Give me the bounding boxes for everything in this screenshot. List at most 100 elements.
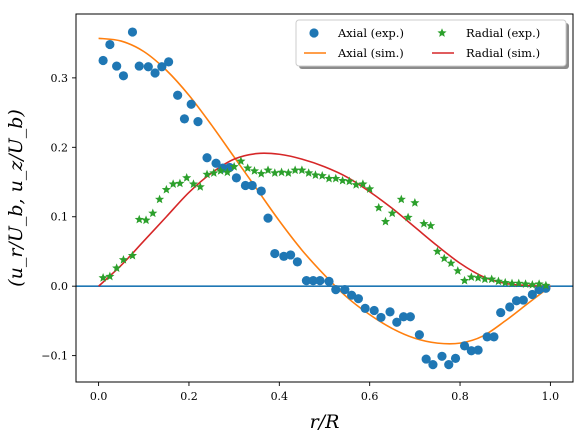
data-point-axial-exp <box>211 158 221 168</box>
data-point-radial-exp <box>141 215 151 225</box>
data-point-axial-exp <box>473 345 483 355</box>
data-point-radial-exp <box>446 258 456 268</box>
plot-frame <box>75 13 574 383</box>
data-point-axial-exp <box>286 250 296 260</box>
data-point-axial-exp <box>179 114 190 124</box>
data-point-radial-exp <box>534 279 544 288</box>
y-axis-title: (u_r/U_b, u_z/U_b) <box>5 109 27 287</box>
data-point-radial-exp <box>324 173 334 183</box>
y-tick-label: 0.0 <box>51 280 69 293</box>
data-point-radial-exp <box>175 178 185 188</box>
legend-label: Radial (sim.) <box>466 46 540 60</box>
data-point-radial-exp <box>338 175 348 185</box>
data-point-axial-exp <box>353 294 363 304</box>
data-point-axial-exp <box>186 99 196 109</box>
data-point-radial-exp <box>270 168 280 177</box>
data-point-radial-exp <box>387 208 397 218</box>
data-point-radial-exp <box>514 278 524 288</box>
data-point-radial-exp <box>148 208 158 218</box>
data-point-radial-exp <box>310 170 321 179</box>
data-point-axial-exp <box>340 285 350 295</box>
data-point-radial-exp <box>507 278 517 288</box>
data-point-radial-exp <box>216 166 226 175</box>
data-point-radial-exp <box>487 274 497 284</box>
data-point-axial-exp <box>518 295 528 305</box>
data-point-axial-exp <box>450 353 461 363</box>
data-layer <box>98 27 551 370</box>
data-point-axial-exp <box>527 289 537 300</box>
series-line-axial-sim <box>98 37 551 345</box>
data-point-radial-exp <box>500 277 510 287</box>
data-point-axial-exp <box>98 55 108 66</box>
data-point-axial-exp <box>173 90 183 100</box>
x-tick-label: 0.6 <box>361 390 379 403</box>
data-point-axial-exp <box>164 57 174 67</box>
data-point-radial-exp <box>249 166 260 175</box>
data-point-axial-exp <box>331 285 341 295</box>
data-point-radial-exp <box>520 279 531 288</box>
data-point-radial-exp <box>460 275 470 285</box>
data-point-radial-exp <box>134 214 144 224</box>
x-tick-label: 1.0 <box>542 390 560 403</box>
legend-label: Radial (exp.) <box>466 26 540 40</box>
data-point-axial-exp <box>324 276 334 286</box>
data-point-radial-exp <box>432 246 443 256</box>
axis-labels: r/R (u_r/U_b, u_z/U_b) <box>5 109 339 433</box>
legend-label: Axial (exp.) <box>337 26 404 40</box>
data-point-axial-exp <box>247 180 257 191</box>
data-point-axial-exp <box>489 332 499 342</box>
data-point-axial-exp <box>134 61 144 71</box>
data-point-axial-exp <box>150 68 160 78</box>
data-point-axial-exp <box>112 61 122 71</box>
data-point-axial-exp <box>143 62 153 72</box>
data-point-radial-exp <box>365 184 375 193</box>
data-point-radial-exp <box>466 272 476 282</box>
x-tick-label: 0.4 <box>271 390 289 403</box>
data-point-axial-exp <box>105 39 115 50</box>
x-tick-label: 0.0 <box>90 390 108 403</box>
data-point-axial-exp <box>202 153 212 163</box>
data-point-axial-exp <box>405 312 415 322</box>
data-point-axial-exp <box>193 117 203 127</box>
data-point-radial-exp <box>527 279 537 289</box>
data-point-axial-exp <box>263 213 273 223</box>
data-point-axial-exp <box>541 283 551 293</box>
legend-marker-star <box>437 28 447 37</box>
data-point-radial-exp <box>222 167 232 177</box>
data-point-axial-exp <box>157 62 167 72</box>
data-point-axial-exp <box>482 332 492 342</box>
data-point-radial-exp <box>396 194 406 204</box>
data-point-radial-exp <box>541 280 551 290</box>
data-point-radial-exp <box>410 198 420 207</box>
data-point-radial-exp <box>195 182 205 191</box>
data-point-radial-exp <box>317 170 327 180</box>
data-point-axial-exp <box>428 360 438 370</box>
data-point-axial-exp <box>347 290 357 300</box>
data-point-radial-exp <box>331 173 341 183</box>
data-point-radial-exp <box>493 276 504 286</box>
data-point-radial-exp <box>480 274 490 284</box>
data-point-axial-exp <box>315 276 325 286</box>
data-point-axial-exp <box>466 346 476 356</box>
data-point-radial-exp <box>290 165 300 175</box>
data-point-radial-exp <box>118 255 129 264</box>
data-point-axial-exp <box>231 173 241 183</box>
data-point-radial-exp <box>209 168 219 177</box>
data-point-axial-exp <box>369 305 379 316</box>
data-point-radial-exp <box>358 179 368 188</box>
data-point-radial-exp <box>188 179 199 188</box>
data-point-axial-exp <box>301 276 312 286</box>
data-point-axial-exp <box>398 312 409 322</box>
data-point-radial-exp <box>229 161 239 171</box>
data-point-axial-exp <box>270 248 280 259</box>
data-point-axial-exp <box>496 307 506 318</box>
data-point-radial-exp <box>283 168 293 177</box>
x-axis-title: r/R <box>310 411 340 433</box>
legend: Axial (exp.) Radial (exp.) Axial (sim.) Rad… <box>295 19 569 69</box>
data-point-radial-exp <box>351 180 361 189</box>
data-point-radial-exp <box>127 250 138 260</box>
data-point-radial-exp <box>374 202 384 212</box>
data-point-radial-exp <box>155 194 165 204</box>
